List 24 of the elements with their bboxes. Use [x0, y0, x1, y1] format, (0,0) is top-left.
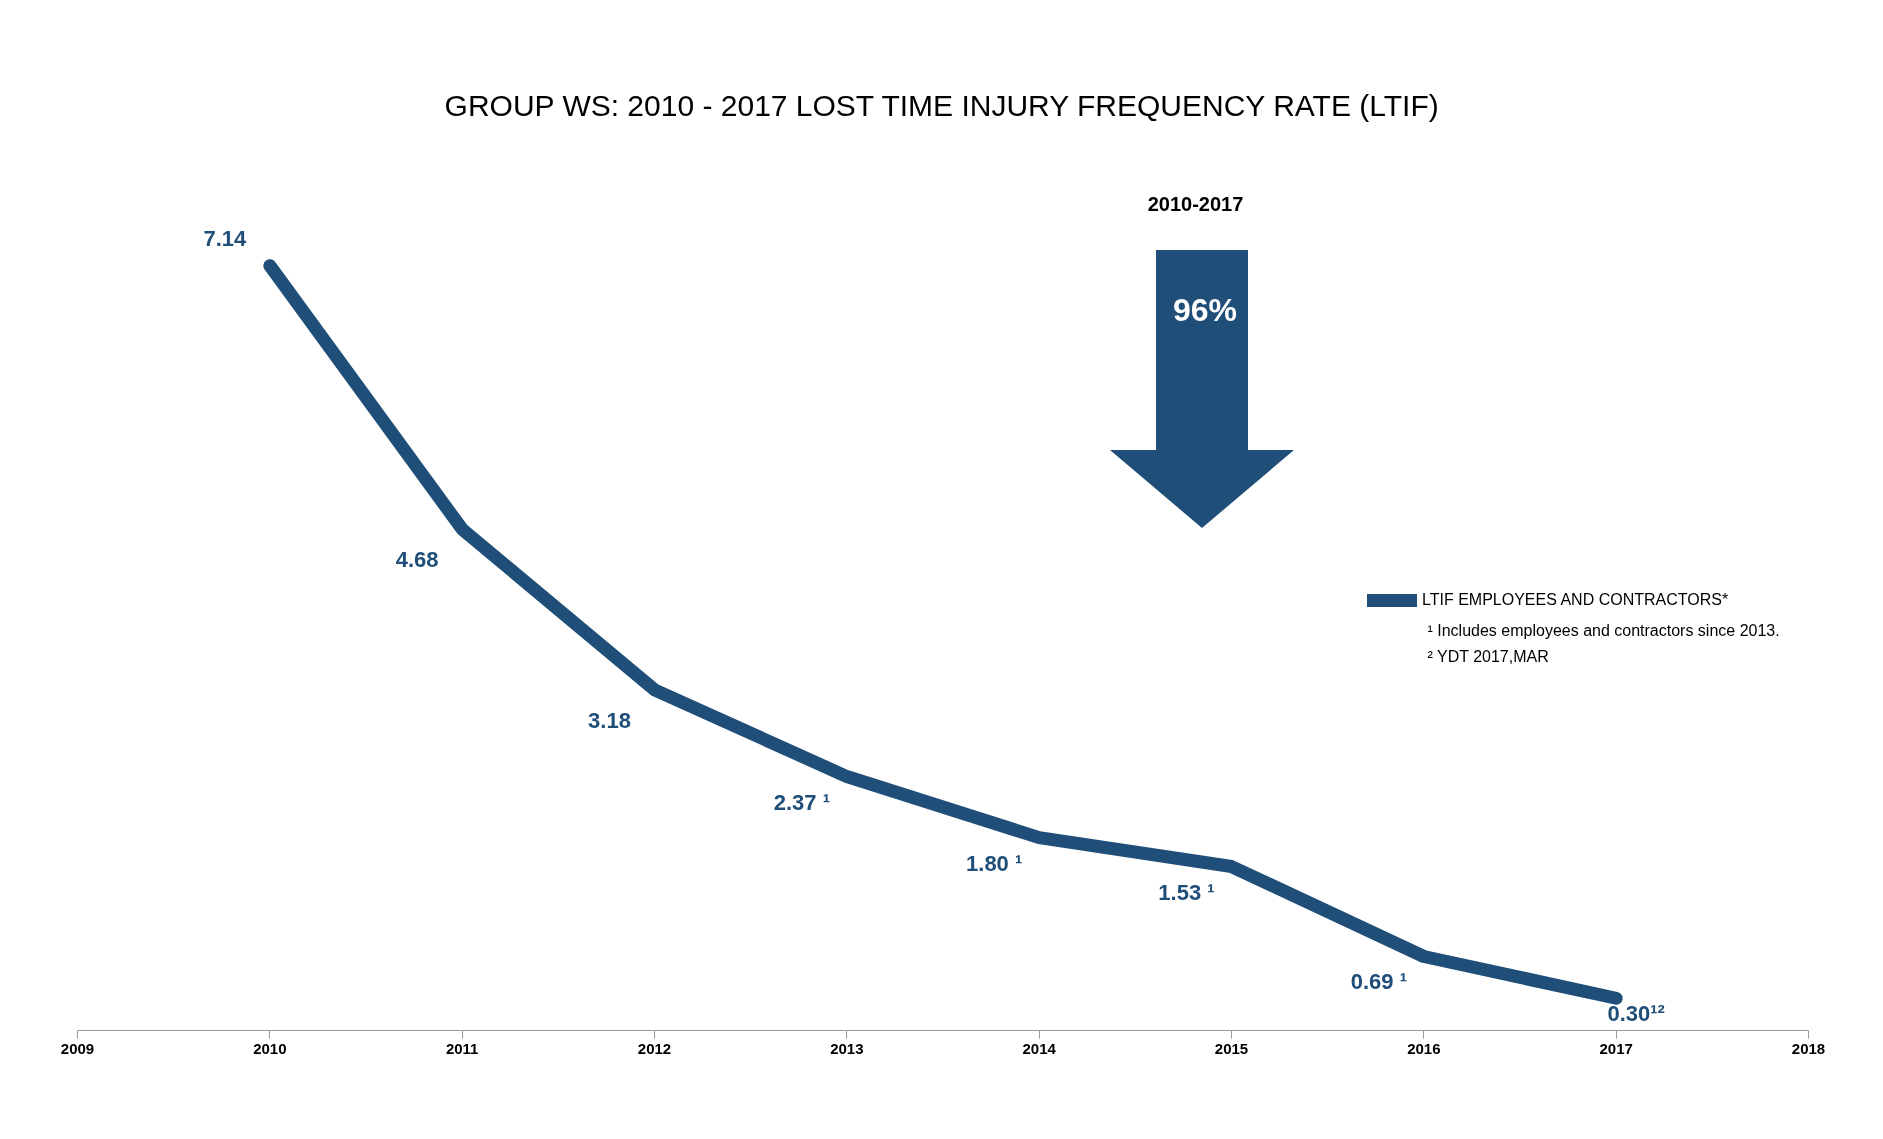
data-label: 0.30¹²	[1607, 1001, 1665, 1027]
data-label: 1.80 ¹	[966, 850, 1023, 876]
x-tick-label: 2018	[1791, 1039, 1826, 1057]
annotation: ¹ Includes employees and contractors since 2013.	[1427, 622, 1780, 639]
x-tick-label: 2010	[253, 1039, 287, 1057]
legend-label: LTIF EMPLOYEES AND CONTRACTORS*	[1422, 591, 1729, 609]
data-label: 4.68	[395, 547, 439, 573]
x-tick-label: 2015	[1214, 1039, 1249, 1057]
text: 2010-2017	[1147, 192, 1244, 215]
data-label: 1.53 ¹	[1158, 879, 1215, 905]
x-tick-label: 2014	[1022, 1039, 1057, 1057]
x-tick-label: 2012	[637, 1039, 672, 1057]
x-tick-label: 2011	[445, 1039, 479, 1057]
x-tick-label: 2017	[1599, 1039, 1633, 1057]
data-label: 0.69 ¹	[1350, 969, 1407, 995]
chart-title: GROUP WS: 2010 - 2017 LOST TIME INJURY FREQUENCY RATE (LTIF)	[444, 88, 1439, 122]
data-label: 7.14	[203, 225, 248, 251]
x-tick-label: 2016	[1407, 1039, 1441, 1057]
annotation: ² YDT 2017,MAR	[1427, 648, 1549, 665]
annotation: 96%	[1172, 292, 1238, 329]
x-tick-label: 2009	[60, 1039, 95, 1057]
data-label: 3.18	[588, 707, 631, 733]
data-label: 2.37 ¹	[773, 789, 830, 815]
x-tick-label: 2013	[830, 1039, 864, 1057]
